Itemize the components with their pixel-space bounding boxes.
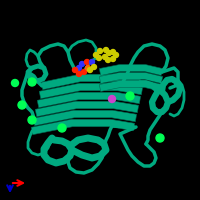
PathPatch shape [99, 65, 163, 75]
Circle shape [76, 66, 82, 71]
Circle shape [110, 49, 116, 54]
Circle shape [102, 54, 108, 60]
Circle shape [88, 68, 92, 72]
Circle shape [114, 52, 118, 58]
Circle shape [126, 92, 134, 100]
PathPatch shape [99, 73, 163, 83]
Circle shape [58, 124, 66, 132]
PathPatch shape [35, 101, 139, 117]
Circle shape [72, 68, 78, 72]
Circle shape [84, 60, 90, 64]
Circle shape [18, 101, 26, 109]
Circle shape [12, 79, 18, 86]
Circle shape [28, 78, 36, 86]
PathPatch shape [39, 83, 143, 99]
Circle shape [92, 64, 96, 70]
Circle shape [90, 60, 95, 64]
Circle shape [108, 96, 116, 102]
Circle shape [106, 58, 110, 62]
Circle shape [104, 47, 108, 52]
Circle shape [98, 48, 102, 53]
Circle shape [80, 62, 84, 66]
Circle shape [106, 50, 112, 55]
Circle shape [94, 52, 98, 58]
Circle shape [156, 134, 164, 142]
Circle shape [76, 72, 82, 76]
PathPatch shape [41, 74, 141, 90]
Circle shape [82, 70, 86, 74]
PathPatch shape [33, 110, 137, 126]
PathPatch shape [37, 92, 141, 108]
Circle shape [110, 56, 116, 62]
PathPatch shape [31, 119, 135, 135]
Circle shape [86, 66, 90, 71]
Circle shape [28, 116, 36, 124]
PathPatch shape [99, 81, 163, 91]
Circle shape [96, 55, 102, 60]
